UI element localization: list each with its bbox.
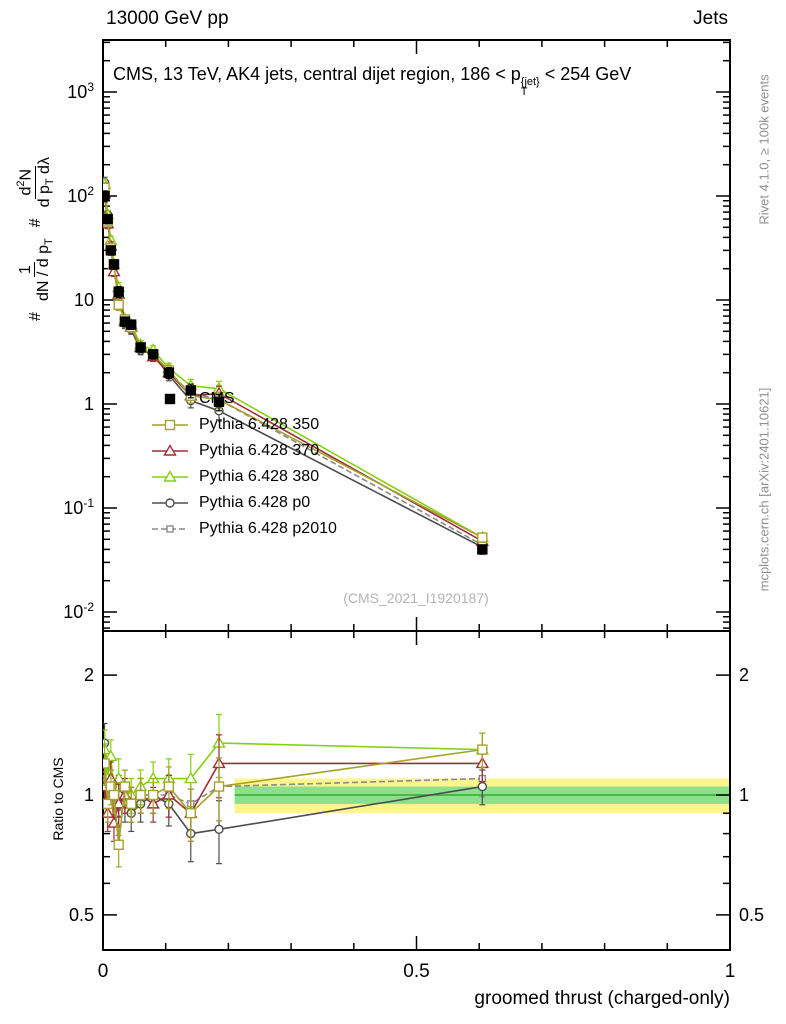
legend-label: Pythia 6.428 380 [199,468,320,485]
legend-marker-icon [152,525,188,533]
svg-text:102: 102 [67,184,94,206]
ylabel-hash2: # [27,218,44,228]
svg-text:1: 1 [84,394,94,414]
legend: CMS Pythia 6.428 350 Pythia 6.428 370 Pythi… [150,386,337,542]
pt-sub: T [520,86,528,98]
svg-text:2: 2 [84,665,94,685]
legend-marker-icon [152,444,188,456]
ylabel-frac2: d2N d pT dλ [15,157,57,208]
legend-item-pythia-6-428-350: Pythia 6.428 350 [150,412,337,438]
legend-marker-icon [152,498,188,508]
x-axis-label: groomed thrust (charged-only) [474,988,730,1009]
svg-text:2: 2 [739,665,749,685]
ylabel-hash1: # [27,312,44,321]
plot-title: CMS, 13 TeV, AK4 jets, central dijet reg… [113,64,753,98]
legend-marker-icon [152,470,188,482]
svg-text:0.5: 0.5 [69,905,94,925]
svg-text:10-1: 10-1 [63,496,94,518]
legend-label: Pythia 6.428 p0 [199,494,311,511]
legend-item-pythia-6-428-p0: Pythia 6.428 p0 [150,490,337,516]
ylabel-frac1: 1 dN / d pT [16,238,56,302]
analysis-group-label: Jets [693,8,728,29]
svg-text:0.5: 0.5 [403,961,429,982]
legend-marker-icon [152,419,188,431]
svg-text:0: 0 [98,961,109,982]
plot-title-post: < 254 GeV [544,64,632,84]
svg-text:1: 1 [739,785,749,805]
beam-energy-label: 13000 GeV pp [106,8,229,29]
legend-label: Pythia 6.428 p2010 [199,520,337,537]
analysis-id-watermark: (CMS_2021_I1920187) [343,590,489,606]
legend-item-cms: CMS [150,386,337,412]
legend-label: Pythia 6.428 370 [199,442,320,459]
legend-item-pythia-6-428-p2010: Pythia 6.428 p2010 [150,516,337,542]
svg-text:1: 1 [725,961,736,982]
legend-item-pythia-6-428-380: Pythia 6.428 380 [150,464,337,490]
legend-marker-icon [164,393,176,405]
svg-text:103: 103 [67,80,94,102]
svg-text:0.5: 0.5 [739,905,764,925]
legend-label: CMS [199,390,235,407]
legend-label: Pythia 6.428 350 [199,416,320,433]
pt-sup: {jet} [520,76,540,88]
svg-text:10-2: 10-2 [63,600,94,622]
svg-text:1: 1 [84,785,94,805]
svg-text:10: 10 [74,290,94,310]
plot-title-pre: CMS, 13 TeV, AK4 jets, central dijet reg… [113,64,521,84]
legend-item-pythia-6-428-370: Pythia 6.428 370 [150,438,337,464]
pt-supsub: {jet} T [520,76,540,98]
